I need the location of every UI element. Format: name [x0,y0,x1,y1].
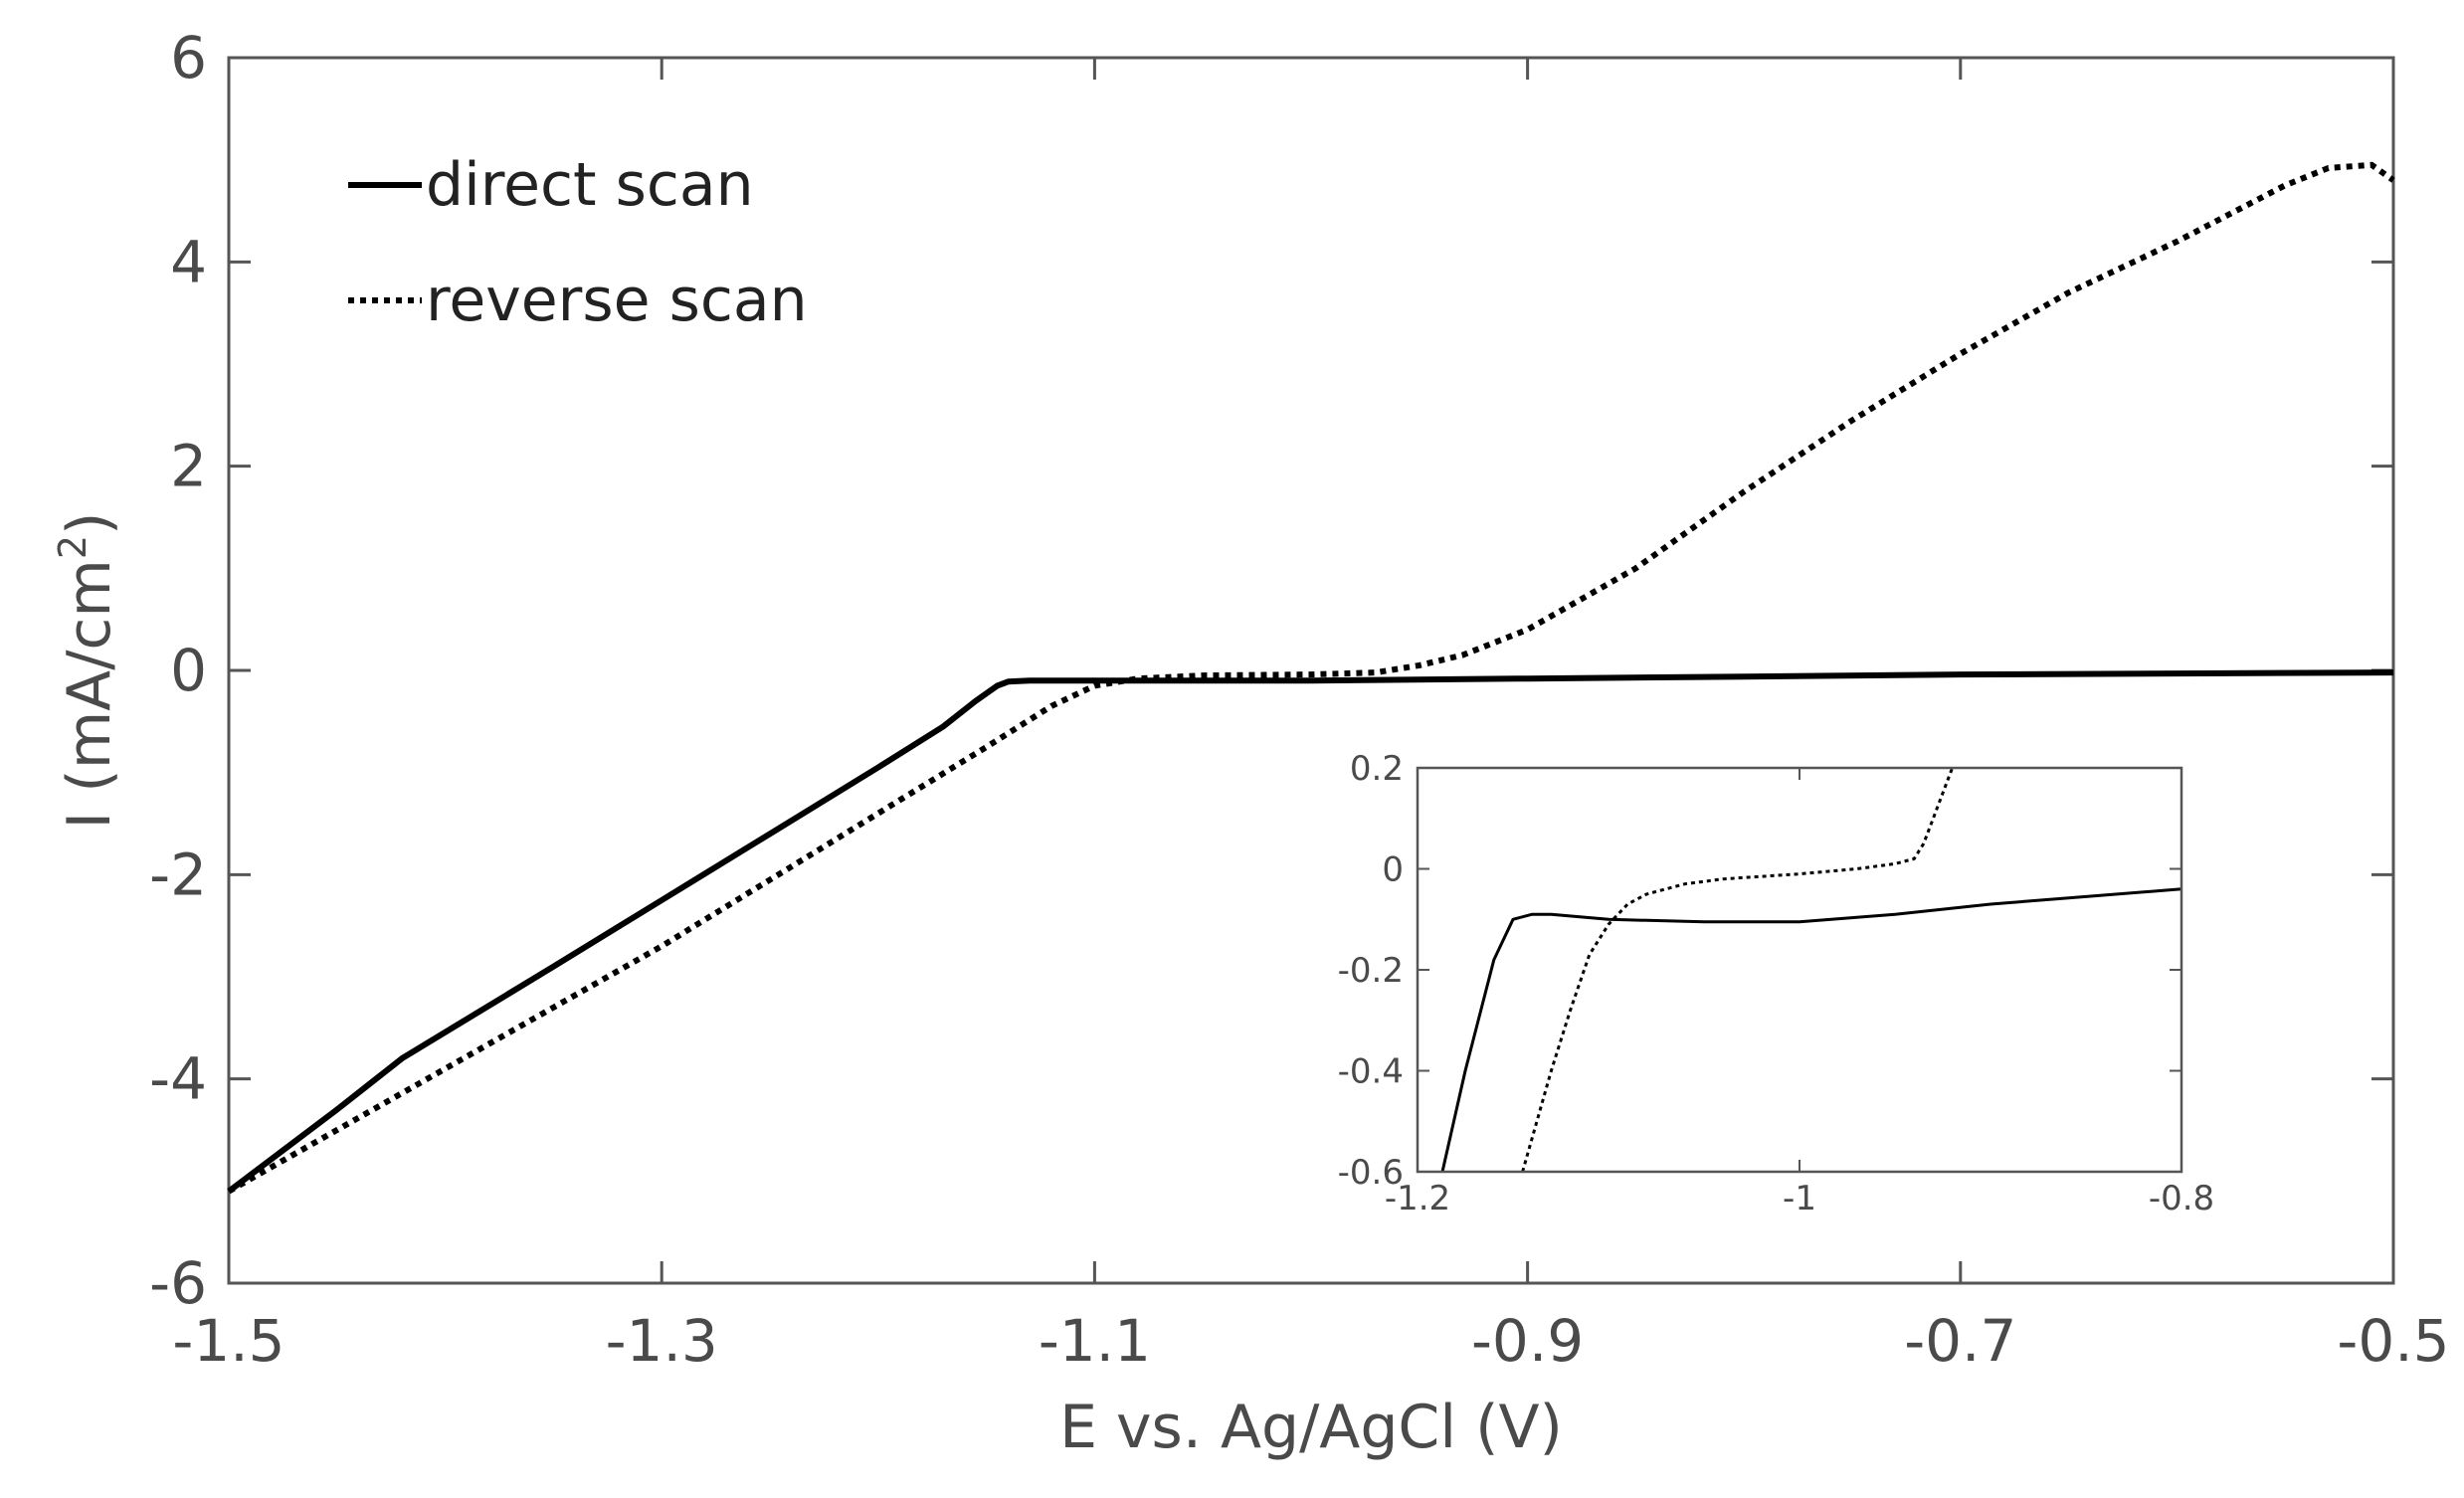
main-series-direct-line [227,669,2394,1194]
main-y-tick-label: 2 [170,433,207,500]
y-axis-title-main: I (mA/cm [55,559,124,829]
main-y-tick-label: 0 [170,637,207,704]
legend-label-direct: direct scan [426,150,754,220]
inset-y-tick-label: 0 [1382,850,1404,890]
main-y-tick-label: -6 [149,1249,207,1317]
inset-series [1440,767,2182,1173]
main-x-tick-label: -0.9 [1471,1307,1584,1375]
y-axis-title-sup: 2 [51,535,95,559]
inset-x-tick-label: -0.8 [2149,1179,2214,1218]
inset-x-tick-label: -1 [1783,1179,1816,1218]
main-series [227,161,2395,1195]
main-x-tick-label: -1.5 [172,1307,284,1375]
legend: direct scan reverse scan [348,150,808,335]
main-x-tick-label: -0.5 [2337,1307,2449,1375]
main-y-tick-label: 4 [170,228,207,295]
main-y-tick-label: -2 [149,841,207,908]
inset-y-tick-label: -0.2 [1338,951,1404,991]
y-axis-title-close: ) [55,512,124,535]
main-ticks: -1.5 -1.3 -1.1 -0.9 -0.7 -0.5 -6 -4 -2 0 2 4 6 [149,24,2449,1375]
inset-ticks: -1.2 -1 -0.8 -0.6 -0.4 -0.2 0 0.2 [1338,749,2215,1218]
y-axis-title: I (mA/cm2) [51,512,124,830]
main-x-tick-label: -1.3 [606,1307,718,1375]
main-y-tick-label: 6 [170,24,207,92]
inset-y-tick-label: -0.4 [1338,1052,1404,1092]
main-x-tick-label: -1.1 [1039,1307,1151,1375]
inset-background [1418,768,2181,1172]
main-y-tick-label: -4 [149,1045,207,1113]
inset-x-tick-label: -1.2 [1385,1179,1450,1218]
x-axis-title: E vs. Ag/AgCl (V) [1059,1393,1563,1462]
inset-series-reverse-line [1521,767,1955,1173]
main-series-reverse-line [227,161,2395,1195]
inset-y-tick-label: 0.2 [1350,749,1404,789]
main-x-tick-label: -0.7 [1904,1307,2016,1375]
inset-series-direct-line [1440,887,2182,1173]
legend-label-reverse: reverse scan [426,266,808,335]
inset-y-tick-label: -0.6 [1338,1153,1404,1193]
